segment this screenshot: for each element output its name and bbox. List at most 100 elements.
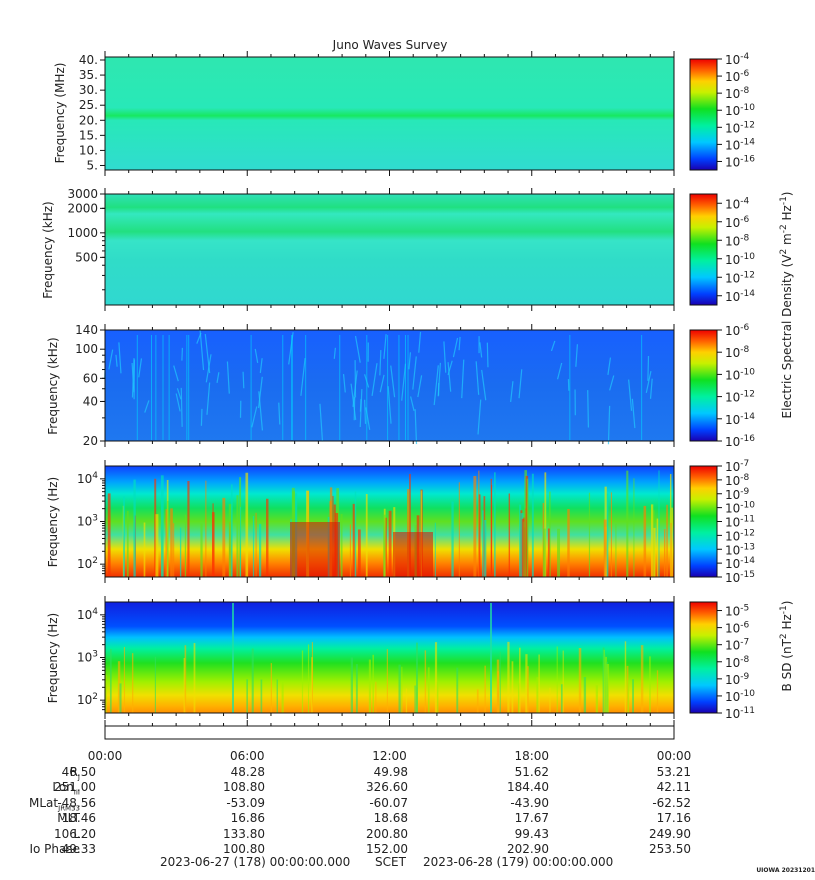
y-tick-label: 20 (83, 434, 98, 448)
panel-2-colorbar (689, 193, 718, 306)
y-tick-label: 10. (79, 143, 98, 157)
panel-2-colorbar-ticks: 10-4 10-6 10-8 10-10 10-12 10-14 (717, 196, 755, 304)
emission-streak (251, 406, 258, 428)
emission-streak (458, 336, 461, 351)
colorbar-tick-label: 10-12 (725, 390, 755, 405)
colorbar-tick-label: 10-7 (725, 459, 749, 474)
emission-streak (176, 388, 182, 400)
colorbar-tick-label: 10-16 (725, 154, 755, 169)
y-tick-label: 102 (77, 692, 98, 707)
ephemeris-label: Io Phase (29, 842, 80, 856)
colorbar-tick-label: 10-10 (725, 252, 755, 267)
colorbar-tick-label: 10-10 (725, 367, 755, 382)
emission-streak (206, 382, 211, 415)
time-axis-frame (104, 725, 675, 740)
colorbar-tick-label: 10-13 (725, 542, 755, 557)
y-tick-label: 102 (77, 556, 98, 571)
y-tick-label: 40. (79, 53, 98, 67)
emission-streak (118, 342, 122, 374)
ephemeris-value: -48.56 (57, 795, 96, 810)
ephemeris-value: -43.90 (510, 795, 549, 810)
colorbar-tick-label: 10-12 (725, 120, 755, 135)
footer-credit: UIOWA 20231201 (756, 867, 815, 874)
ephemeris-value: 133.80 (223, 826, 265, 841)
colorbar-tick-label: 10-6 (725, 215, 750, 230)
panel-5-x-ticks (104, 596, 675, 719)
colorbar-tick-label: 10-4 (725, 196, 750, 211)
colorbar-tick-label: 10-8 (725, 233, 750, 248)
time-tick-label: 06:00 (230, 749, 265, 763)
ephemeris-value: 18.46 (61, 811, 96, 826)
panel-3-emission-streaks (104, 330, 653, 445)
panel-2-spectrogram (105, 194, 674, 305)
panel-5-colorbar-ticks: 10-5 10-6 10-7 10-8 10-9 10-10 10-11 (717, 604, 755, 721)
emission-streak (443, 341, 447, 373)
y-tick-label: 104 (77, 471, 98, 486)
emission-streak (645, 371, 652, 393)
panel-3-colorbar (689, 329, 718, 442)
emission-streak (333, 347, 336, 359)
emission-patch (290, 522, 340, 577)
ephemeris-value: 16.86 (230, 811, 265, 826)
ephemeris-value: 48.28 (230, 765, 265, 779)
emission-streak (371, 363, 378, 396)
emission-streak (447, 360, 453, 376)
emission-streak (609, 375, 615, 391)
time-tick-label: 00:00 (88, 749, 123, 763)
y-tick-label: 103 (77, 514, 98, 529)
ephemeris-value: 108.80 (223, 780, 265, 795)
emission-streak (550, 340, 556, 352)
panel-3-x-ticks (104, 324, 675, 447)
emission-streak (342, 373, 346, 393)
emission-streak (486, 342, 489, 368)
y-tick-label: 15. (79, 128, 98, 142)
colorbar-tick-label: 10-12 (725, 270, 755, 285)
emission-streak (115, 354, 118, 367)
emission-streak (242, 371, 245, 389)
ephemeris-value: 17.16 (656, 811, 691, 826)
footer-start-time: 2023-06-27 (178) 00:00:00.000 (160, 855, 351, 869)
colorbar-tick-label: 10-14 (725, 289, 755, 304)
ephemeris-value: 200.80 (366, 826, 408, 841)
ephemeris-value: 51.62 (514, 765, 549, 779)
emission-streak (607, 405, 611, 445)
emission-streak (226, 361, 230, 394)
y-tick-label: 5. (87, 158, 98, 172)
emission-streak (364, 399, 367, 424)
emission-streak (144, 400, 150, 413)
ephemeris-value: 184.40 (507, 780, 549, 795)
colorbar-tick-label: 10-10 (725, 501, 755, 516)
panel-4-x-ticks (104, 460, 675, 583)
ephemeris-value: 253.50 (649, 842, 691, 856)
magnetic-colorbar-label: B SD (nT2 Hz-1) (779, 601, 794, 692)
ephemeris-value: 17.67 (514, 811, 549, 826)
emission-streak (383, 334, 387, 359)
ephemeris-value: 18.68 (373, 811, 408, 826)
emission-streak (180, 387, 183, 427)
emission-streak (575, 344, 578, 367)
emission-streak (350, 383, 357, 420)
emission-streak (387, 386, 392, 424)
y-tick-label: 30. (79, 83, 98, 97)
colorbar-tick-label: 10-8 (725, 86, 750, 101)
emission-streak (300, 357, 306, 396)
panel-3-y-ticks: 140 100 60 40 20 (75, 323, 105, 448)
time-axis: 00:00 06:00 12:00 18:00 00:00 (88, 720, 691, 763)
ephemeris-value: 106.20 (54, 826, 96, 841)
colorbar-tick-label: 10-4 (725, 52, 750, 67)
electric-colorbar-label: Electric Spectral Density (V2 m-2 Hz-1) (779, 191, 794, 418)
colorbar-tick-label: 10-14 (725, 412, 755, 427)
ephemeris-label: LonIII (52, 780, 80, 797)
ephemeris-value: 100.80 (223, 842, 265, 856)
emission-streak (254, 348, 259, 363)
ephemeris-value: 326.60 (366, 780, 408, 795)
emission-streak (556, 362, 563, 380)
panel-4-colorbar-ticks: 10-710-810-910-1010-1110-1210-1310-1410-… (717, 459, 755, 585)
ephemeris-value: 251.00 (54, 780, 96, 795)
time-axis-ticks: 00:00 06:00 12:00 18:00 00:00 (88, 720, 691, 763)
emission-streak (649, 378, 653, 399)
panel-2-ylabel: Frequency (kHz) (41, 201, 55, 298)
emission-streak (479, 342, 483, 358)
